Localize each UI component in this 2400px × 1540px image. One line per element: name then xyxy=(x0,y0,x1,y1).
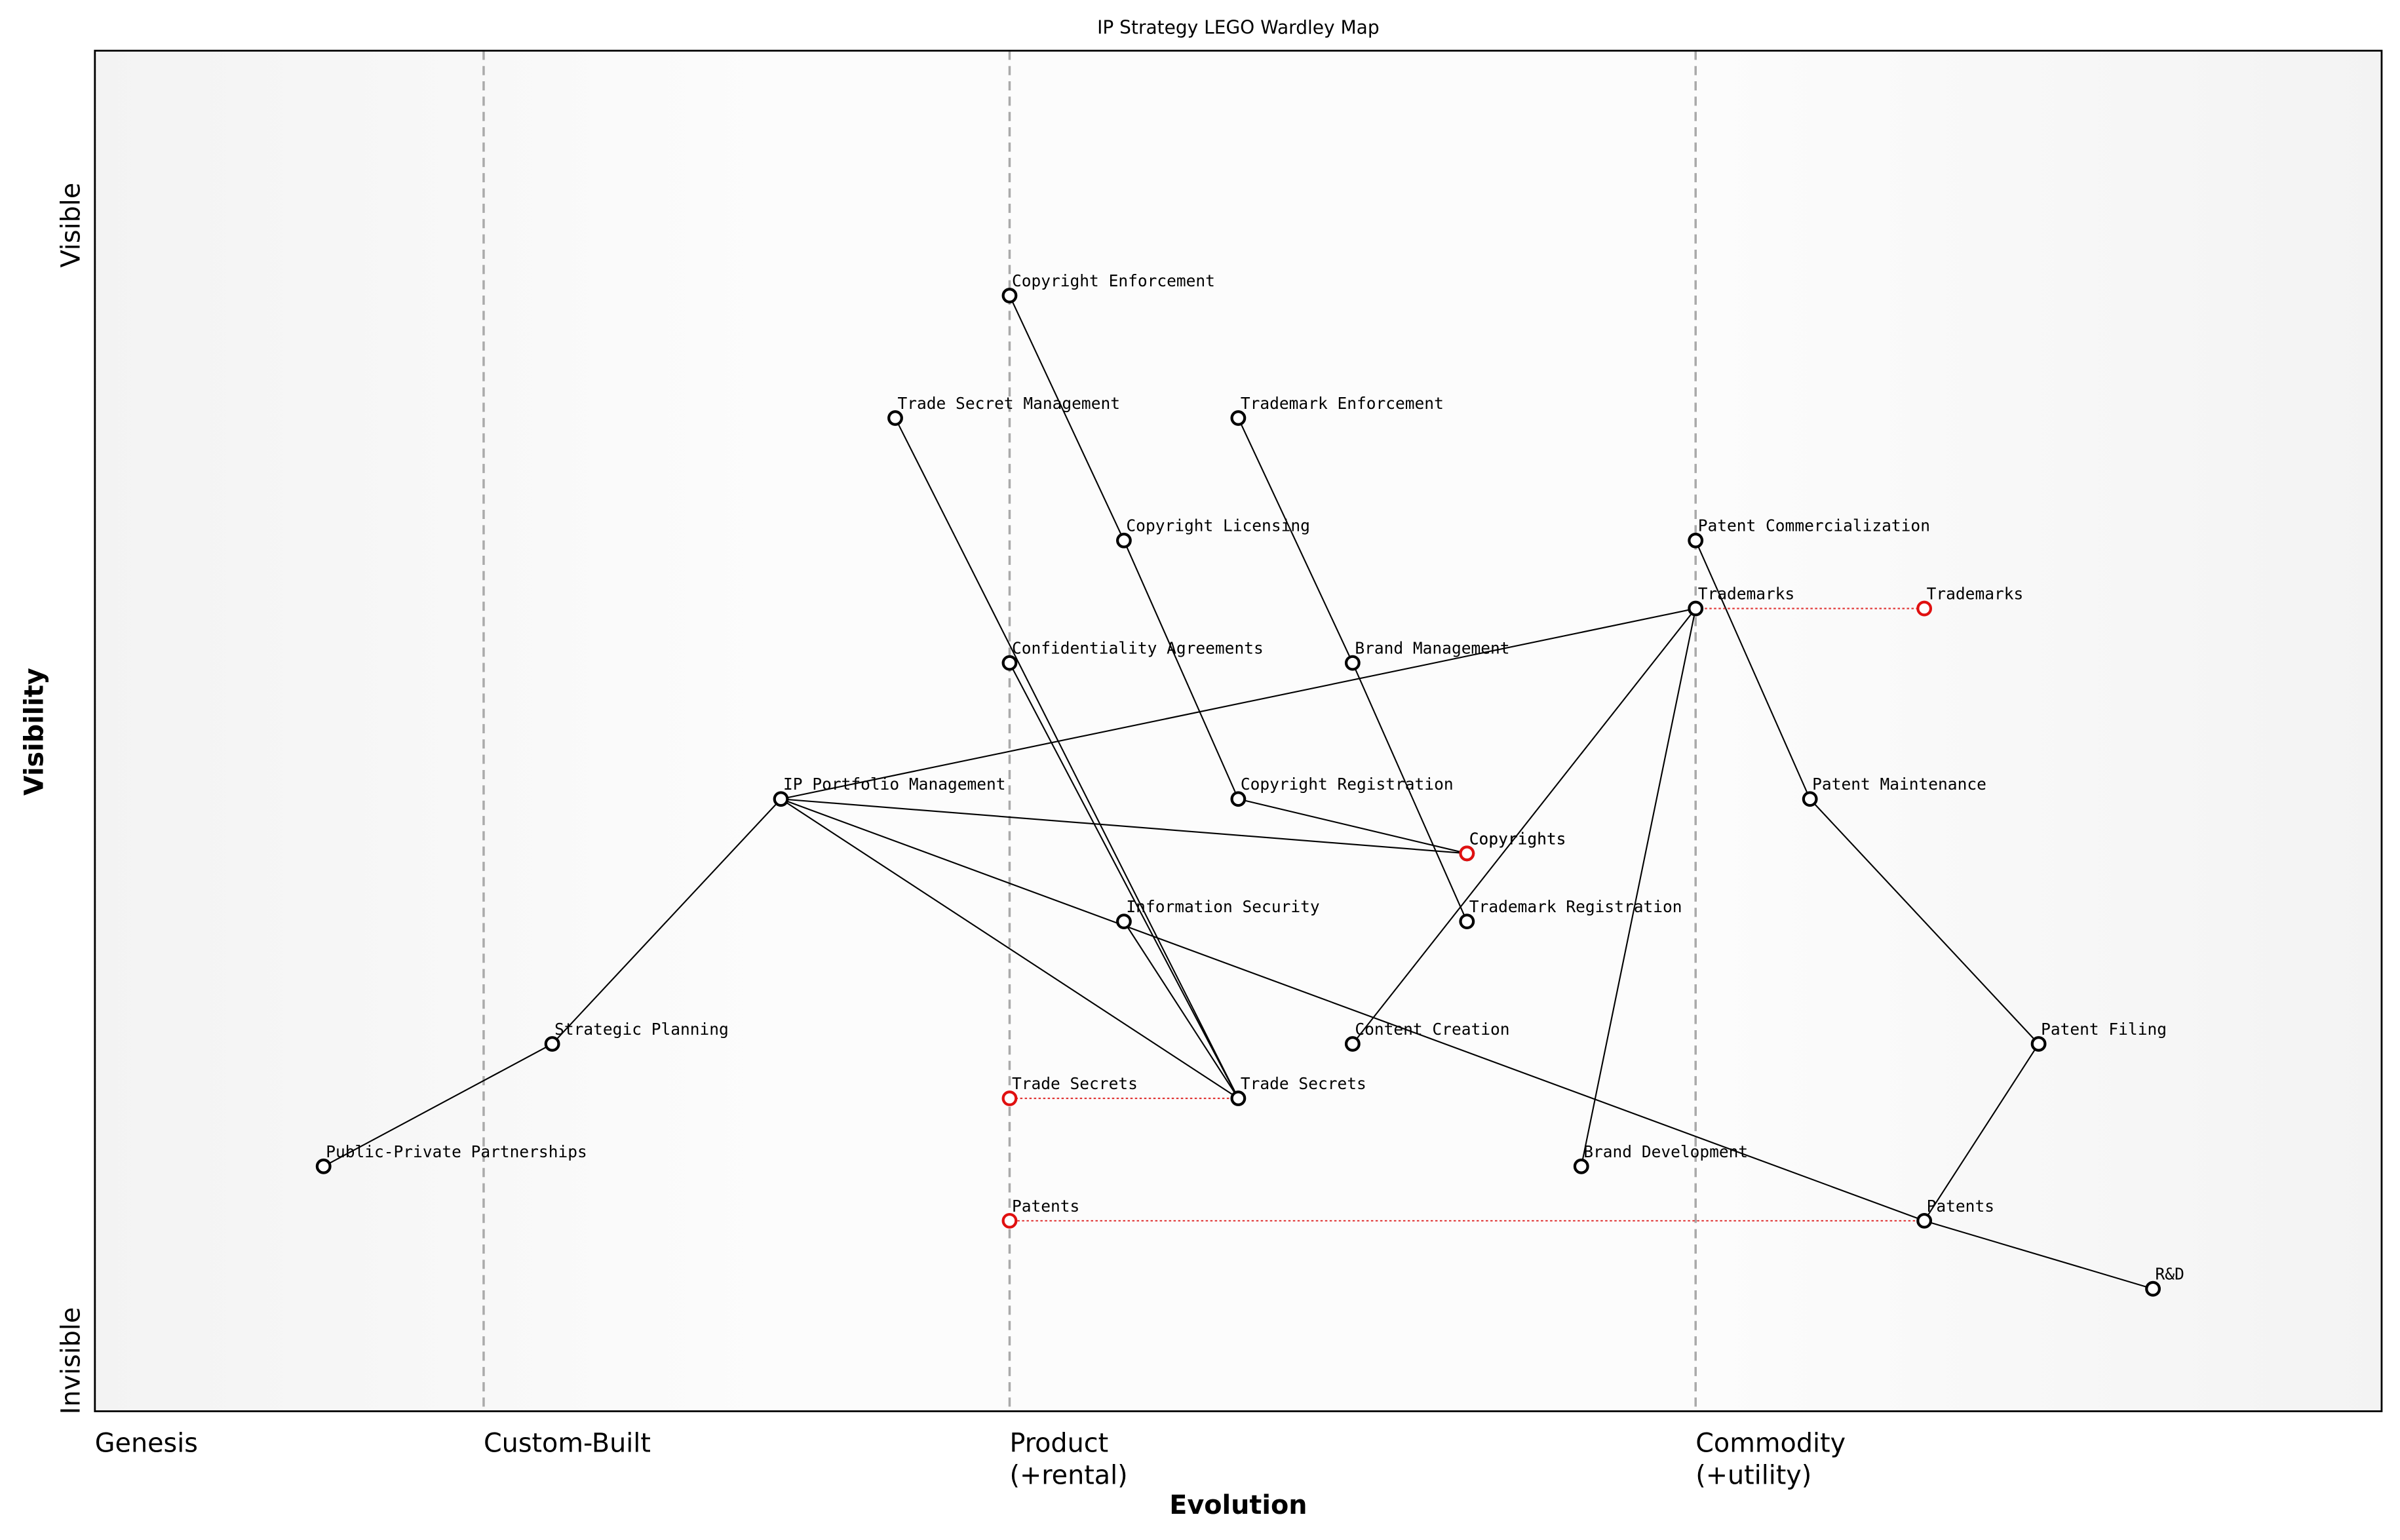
stage-label: Custom-Built xyxy=(484,1428,651,1458)
dependency-edge xyxy=(1695,540,1811,799)
plot-frame xyxy=(94,49,2383,1412)
map-content: Copyright Enforcement Trade Secret Manage… xyxy=(315,50,2184,1412)
component-node xyxy=(2030,1036,2047,1052)
evolved-node xyxy=(1001,1090,1018,1106)
dependency-edge xyxy=(781,798,1925,1222)
component-node xyxy=(1001,288,1018,303)
component-label: Brand Management xyxy=(1355,639,1509,658)
map-title: IP Strategy LEGO Wardley Map xyxy=(1097,17,1380,39)
evolved-label: Patents xyxy=(1012,1197,1079,1216)
evolved-node xyxy=(1001,1212,1018,1229)
component-label: Trade Secrets xyxy=(1241,1074,1366,1093)
y-axis-label: Visibility xyxy=(19,668,49,796)
stage-label: (+rental) xyxy=(1009,1460,1127,1490)
dependency-edge xyxy=(551,798,782,1045)
component-label: Patent Filing xyxy=(2041,1020,2167,1039)
component-label: Patent Commercialization xyxy=(1698,516,1930,535)
component-node xyxy=(773,791,789,807)
dependency-edge xyxy=(1238,798,1467,855)
dependency-edge xyxy=(1924,1220,2154,1290)
dependency-edge xyxy=(1809,798,2040,1045)
component-label: Trade Secret Management xyxy=(898,394,1120,413)
y-bottom-label: Invisible xyxy=(56,1307,86,1415)
component-node xyxy=(1688,600,1704,617)
dependency-edge xyxy=(780,798,1239,1099)
component-label: Copyrights xyxy=(1469,829,1566,848)
component-label: Patents xyxy=(1927,1197,1994,1216)
dependency-edge xyxy=(781,798,1467,855)
component-label: Brand Development xyxy=(1583,1142,1748,1161)
component-node xyxy=(1916,1212,1933,1229)
stage-label: Product xyxy=(1009,1428,1108,1458)
dependency-edge xyxy=(1352,607,1697,1045)
component-label: R&D xyxy=(2156,1265,2184,1284)
dependency-edge xyxy=(1237,417,1353,664)
dependency-edge xyxy=(1009,295,1125,541)
component-label: Strategic Planning xyxy=(554,1020,729,1039)
component-label: Information Security xyxy=(1126,897,1319,916)
dependency-edge xyxy=(323,1043,553,1167)
evolved-node xyxy=(1916,600,1933,617)
component-label: Patent Maintenance xyxy=(1812,775,1986,794)
component-label: Public-Private Partnerships xyxy=(326,1142,587,1161)
component-node xyxy=(1573,1158,1589,1174)
dependency-edge xyxy=(1123,540,1239,799)
component-node xyxy=(1230,791,1247,807)
dependency-edge xyxy=(895,417,1239,1099)
evolved-label: Trade Secrets xyxy=(1012,1074,1138,1093)
y-top-label: Visible xyxy=(56,183,86,268)
stage-label: Genesis xyxy=(95,1428,198,1458)
component-label: Confidentiality Agreements xyxy=(1012,639,1264,658)
stage-label: Commodity xyxy=(1695,1428,1846,1458)
x-axis-label: Evolution xyxy=(1169,1490,1307,1520)
component-node xyxy=(1802,791,1818,807)
plot-background xyxy=(94,50,2382,1412)
component-label: Copyright Registration xyxy=(1241,775,1454,794)
evolved-label: Trademarks xyxy=(1927,585,2024,604)
component-label: Content Creation xyxy=(1355,1020,1509,1039)
component-node xyxy=(315,1158,332,1174)
evolved-node xyxy=(1459,845,1475,862)
component-label: Copyright Licensing xyxy=(1126,516,1309,535)
dependency-edge xyxy=(1351,663,1468,922)
component-node xyxy=(1116,532,1132,549)
dependency-edge xyxy=(1009,663,1239,1099)
stage-label: (+utility) xyxy=(1695,1460,1811,1490)
component-node xyxy=(1688,532,1704,549)
component-node xyxy=(1344,655,1361,671)
component-node xyxy=(2145,1280,2161,1297)
dependency-edge xyxy=(781,607,1696,800)
component-label: IP Portfolio Management xyxy=(783,775,1005,794)
dependency-edge xyxy=(1123,921,1239,1099)
component-node xyxy=(544,1036,560,1052)
component-node xyxy=(1344,1036,1361,1052)
evolved-label: Copyrights xyxy=(1469,829,1566,848)
dependency-edge xyxy=(1924,1043,2040,1222)
component-node xyxy=(1230,1090,1247,1106)
component-label: Trademark Registration xyxy=(1469,897,1682,916)
dependency-edge xyxy=(1580,608,1697,1167)
component-node xyxy=(1116,914,1132,930)
component-node xyxy=(1230,410,1247,426)
component-node xyxy=(1459,914,1475,930)
component-node xyxy=(1001,655,1018,671)
component-label: Trademarks xyxy=(1698,585,1795,604)
component-label: Copyright Enforcement xyxy=(1012,271,1215,290)
component-node xyxy=(887,410,903,426)
component-label: Trademark Enforcement xyxy=(1241,394,1444,413)
